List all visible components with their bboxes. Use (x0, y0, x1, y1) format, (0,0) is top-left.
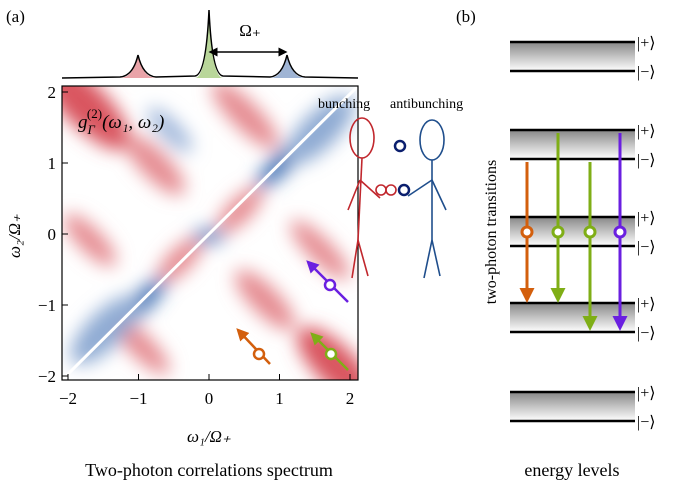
panel-label: (a) (6, 7, 25, 26)
y-axis-label: two-photon transitions (483, 160, 500, 304)
level-gap (510, 392, 635, 421)
y-tick-label: 2 (48, 83, 57, 102)
y-tick-label: 0 (48, 225, 57, 244)
level-label: |+⟩ (637, 210, 655, 227)
photon-arrows (236, 260, 349, 371)
level-gap (510, 130, 635, 159)
spectrum (61, 9, 359, 79)
transitions (519, 133, 628, 331)
y-axis-label: ω₂/Ω₊ (5, 214, 24, 258)
ticks: −2 −1 0 1 2 −2 −1 0 1 2 (38, 83, 354, 408)
level-gap (510, 303, 635, 332)
level-label: |−⟩ (637, 152, 655, 169)
x-tick-label: −2 (59, 389, 77, 408)
peak-label: Ω₊ (239, 21, 261, 40)
level-label: |−⟩ (637, 414, 655, 431)
level-gap (510, 42, 635, 71)
y-tick-label: −1 (38, 296, 56, 315)
inset-label: gΓ(2)(ω₁, ω₂) (78, 106, 164, 137)
y-tick-label: 1 (48, 154, 57, 173)
inset-sub: Γ (87, 122, 96, 137)
level-label: |−⟩ (637, 239, 655, 256)
y-tick-label: −2 (38, 367, 56, 386)
x-tick-label: 2 (346, 389, 355, 408)
level-label: |+⟩ (637, 296, 655, 313)
level-label: |+⟩ (637, 35, 655, 52)
bunching-label: bunching (318, 97, 370, 112)
x-tick-label: 0 (205, 389, 214, 408)
inset-args: (ω₁, ω₂) (102, 112, 164, 133)
level-label: |−⟩ (637, 64, 655, 81)
level-label: |+⟩ (637, 385, 655, 402)
inset-main: g (78, 112, 88, 133)
inset-sup: (2) (87, 106, 102, 121)
x-tick-label: −1 (129, 389, 147, 408)
caption: energy levels (524, 460, 619, 480)
panel-label: (b) (456, 7, 476, 26)
x-tick-label: 1 (275, 389, 284, 408)
x-axis-label: ω₁/Ω₊ (187, 427, 231, 446)
antibunching-label: antibunching (390, 97, 463, 112)
density-map (62, 86, 358, 380)
cartoon (347, 117, 447, 279)
levels: |+⟩ |−⟩ |+⟩ |−⟩ |+⟩ |−⟩ |+⟩ |−⟩ |+⟩ |−⟩ (510, 35, 655, 431)
level-label: |+⟩ (637, 123, 655, 140)
level-label: |−⟩ (637, 325, 655, 342)
caption: Two-photon correlations spectrum (85, 460, 333, 480)
